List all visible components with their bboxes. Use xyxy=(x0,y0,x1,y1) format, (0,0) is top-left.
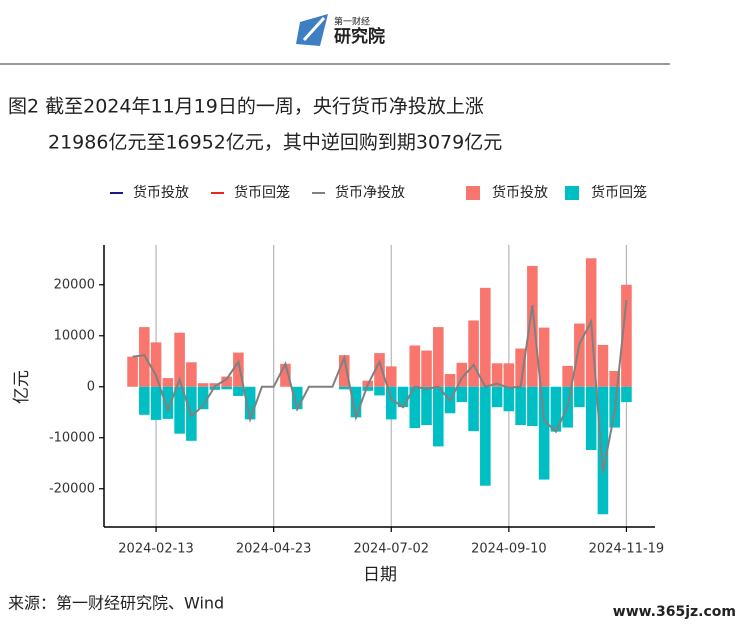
x-tick-label: 2024-02-13 xyxy=(118,542,194,557)
bar xyxy=(468,386,479,432)
legend-label: 货币回笼 xyxy=(234,184,290,201)
bar xyxy=(150,386,162,420)
bar xyxy=(597,386,609,515)
bar xyxy=(503,386,515,412)
bar xyxy=(503,363,515,387)
bar xyxy=(209,386,221,390)
bar xyxy=(550,386,562,432)
bar xyxy=(409,386,421,429)
x-axis-label: 日期 xyxy=(363,565,397,585)
bar xyxy=(480,287,491,387)
x-tick-label: 2024-07-02 xyxy=(353,542,429,557)
bar xyxy=(374,353,385,387)
legend-label: 货币回笼 xyxy=(591,184,647,201)
legend-swatch xyxy=(565,186,579,200)
bar xyxy=(538,327,550,387)
bar xyxy=(433,327,444,387)
bar xyxy=(468,320,479,387)
bar xyxy=(221,386,232,390)
legend-label: 货币净投放 xyxy=(335,184,405,201)
bar xyxy=(574,386,585,408)
bar xyxy=(233,352,244,387)
bar xyxy=(186,362,197,387)
x-tick-label: 2024-09-10 xyxy=(471,542,547,557)
bar xyxy=(456,386,468,403)
bar xyxy=(621,386,632,403)
bar xyxy=(174,332,185,387)
bar xyxy=(233,386,244,396)
net-line xyxy=(132,299,628,473)
bar xyxy=(597,344,609,387)
bar xyxy=(291,386,303,410)
bar xyxy=(421,386,432,426)
bar xyxy=(374,386,385,396)
logo-top: 第一财经 xyxy=(334,16,370,28)
bar xyxy=(585,386,597,450)
legend-swatch xyxy=(466,186,480,200)
bar xyxy=(127,356,138,387)
bar xyxy=(491,386,503,408)
logo-main: 研究院 xyxy=(334,26,385,47)
bar xyxy=(480,386,491,486)
bar xyxy=(197,383,209,387)
y-tick-label: -20000 xyxy=(49,481,95,496)
bar xyxy=(174,386,185,434)
bar xyxy=(280,363,291,387)
bar xyxy=(244,386,256,420)
bar xyxy=(433,386,444,447)
bar xyxy=(139,386,150,415)
bar xyxy=(350,386,362,418)
legend-label: 货币投放 xyxy=(133,184,189,201)
x-tick-label: 2024-04-23 xyxy=(236,542,312,557)
bar xyxy=(421,350,432,387)
bar xyxy=(527,386,538,427)
y-tick-label: 0 xyxy=(87,379,95,394)
bar xyxy=(609,370,620,387)
bar xyxy=(409,345,421,387)
bar xyxy=(385,366,397,387)
y-axis-label: 亿元 xyxy=(12,370,32,404)
title-line1: 图2 截至2024年11月19日的一周，央行货币净投放上涨 xyxy=(8,96,484,118)
bar xyxy=(209,383,221,387)
bar xyxy=(456,362,468,387)
bar xyxy=(150,342,162,387)
legend-label: 货币投放 xyxy=(492,184,548,201)
bar xyxy=(362,386,374,391)
bar xyxy=(197,386,209,410)
source: 来源：第一财经研究院、Wind xyxy=(8,594,224,613)
bar xyxy=(444,374,456,387)
bar xyxy=(538,386,550,480)
bar xyxy=(162,378,174,387)
y-tick-label: 10000 xyxy=(54,328,95,343)
bar xyxy=(527,265,538,387)
title-line2: 21986亿元至16952亿元，其中逆回购到期3079亿元 xyxy=(48,132,502,154)
bar xyxy=(491,363,503,387)
bar xyxy=(338,355,350,387)
bar xyxy=(338,386,350,390)
bar xyxy=(574,323,585,387)
bar xyxy=(221,376,232,387)
watermark: www.365jz.com xyxy=(613,604,736,620)
bar xyxy=(385,386,397,420)
x-tick-label: 2024-11-19 xyxy=(589,542,665,557)
y-tick-label: 20000 xyxy=(54,277,95,292)
bar xyxy=(515,348,526,387)
bar xyxy=(162,386,174,419)
y-tick-label: -10000 xyxy=(49,430,95,445)
bar xyxy=(397,386,409,408)
logo-icon-stroke xyxy=(302,16,326,42)
bar xyxy=(621,284,632,387)
bar xyxy=(515,386,526,426)
bar xyxy=(562,365,573,387)
